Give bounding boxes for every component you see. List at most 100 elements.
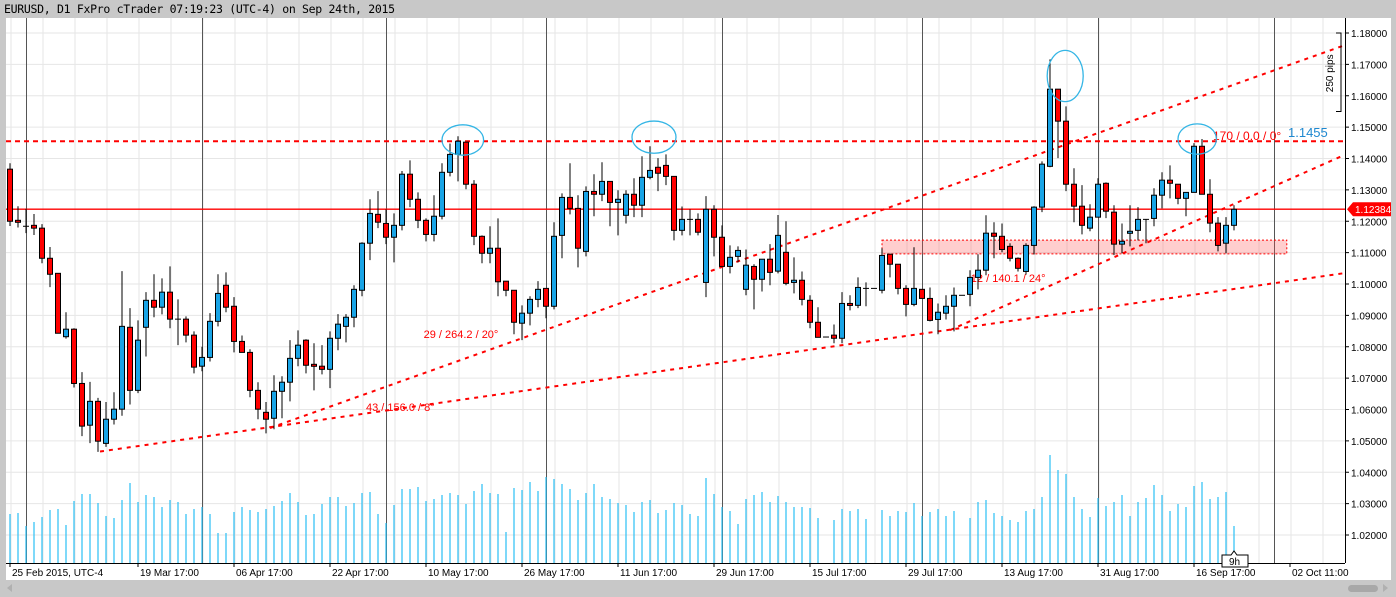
candle-bullish — [335, 323, 341, 339]
candle-bullish — [735, 249, 741, 257]
time-tick-label: 29 Jul 17:00 — [908, 568, 963, 579]
candle-bullish — [487, 247, 493, 254]
price-tick-label: 1.14000 — [1351, 155, 1388, 166]
candle-bearish — [55, 272, 61, 334]
time-tick-label: 25 Feb 2015, UTC-4 — [12, 568, 104, 579]
candle-bullish — [535, 288, 541, 300]
trendline-label: 12 / 140.1 / 24° — [971, 273, 1046, 285]
candle-bullish — [271, 390, 277, 419]
price-tick-label: 1.16000 — [1351, 92, 1388, 103]
candle-bullish — [87, 400, 93, 426]
candle-bearish — [807, 299, 813, 323]
candle-bearish — [31, 224, 37, 229]
candle-bullish — [327, 337, 333, 370]
grid — [6, 18, 1345, 563]
candle-bearish — [671, 175, 677, 231]
current-price-label: 1.12384 — [1355, 205, 1392, 216]
candles — [7, 59, 1237, 452]
candle-bullish — [1095, 183, 1101, 218]
candle-bullish — [279, 381, 285, 392]
candle-bullish — [967, 276, 973, 295]
candle-bearish — [847, 302, 853, 306]
highlight-ellipse[interactable] — [1177, 123, 1218, 155]
candle-bearish — [711, 208, 717, 238]
candle-bearish — [183, 318, 189, 336]
time-tick-label: 13 Aug 17:00 — [1004, 568, 1063, 579]
highlight-ellipses[interactable] — [441, 49, 1218, 156]
candle-bearish — [895, 263, 901, 289]
candle-bullish — [743, 264, 749, 290]
candle-bearish — [927, 297, 933, 321]
trendline[interactable] — [99, 272, 1346, 453]
highlight-ellipse[interactable] — [631, 120, 677, 154]
pips-ruler — [1336, 32, 1342, 112]
candle-bearish — [95, 400, 101, 442]
candle-bearish — [15, 219, 21, 223]
candle-bullish — [215, 292, 221, 322]
candle-bearish — [799, 279, 805, 300]
candle-bullish — [1135, 218, 1141, 231]
candle-bearish — [71, 328, 77, 384]
price-tick-label: 1.13000 — [1351, 186, 1388, 197]
candle-bullish — [207, 320, 213, 358]
candle-bearish — [663, 164, 669, 177]
candle-bearish — [1167, 179, 1173, 184]
candle-bearish — [223, 284, 229, 308]
candle-bullish — [983, 232, 989, 271]
candle-bearish — [631, 193, 637, 206]
price-tick-label: 1.12000 — [1351, 217, 1388, 228]
price-tick-label: 1.04000 — [1351, 468, 1388, 479]
scroll-left-icon[interactable] — [7, 584, 12, 592]
candle-bearish — [383, 222, 389, 238]
scrollbar-thumb[interactable] — [1348, 585, 1378, 592]
candle-bearish — [1199, 145, 1205, 195]
time-tick-label: 19 Mar 17:00 — [140, 568, 199, 579]
trendline[interactable] — [269, 44, 1344, 429]
candle-bullish — [1039, 163, 1045, 208]
price-tick-label: 1.15000 — [1351, 123, 1388, 134]
candle-bullish — [1087, 216, 1093, 229]
time-tick-label: 22 Apr 17:00 — [332, 568, 389, 579]
time-tick-label: 16 Sep 17:00 — [1196, 568, 1256, 579]
highlight-ellipse[interactable] — [1046, 49, 1084, 103]
candle-bearish — [543, 287, 549, 307]
candle-bearish — [263, 411, 269, 420]
candle-bearish — [319, 365, 325, 370]
candle-bullish — [623, 193, 629, 216]
price-tick-label: 1.18000 — [1351, 29, 1388, 40]
candle-bullish — [1047, 88, 1053, 167]
candle-bearish — [311, 363, 317, 367]
title-bar: EURUSD, D1 FxPro cTrader 07:19:23 (UTC-4… — [0, 0, 1396, 18]
candle-bearish — [1175, 183, 1181, 199]
highlight-ellipse[interactable] — [441, 124, 485, 156]
chart-background — [6, 18, 1391, 580]
candle-bearish — [719, 236, 725, 267]
candle-bullish — [951, 294, 957, 307]
horizontal-scrollbar[interactable] — [0, 580, 1396, 597]
candle-bullish — [287, 357, 293, 383]
time-tick-label: 11 Jun 17:00 — [620, 568, 678, 579]
candle-bearish — [407, 173, 413, 200]
countdown-label: 9h — [1229, 557, 1240, 568]
candle-bearish — [1055, 88, 1061, 122]
price-tick-label: 1.03000 — [1351, 500, 1388, 511]
time-tick-label: 10 May 17:00 — [428, 568, 489, 579]
candle-bullish — [439, 171, 445, 217]
candle-bearish — [191, 334, 197, 368]
time-tick-label: 29 Jun 17:00 — [716, 568, 774, 579]
candle-bullish — [775, 234, 781, 272]
trendline-label: 29 / 264.2 / 20° — [424, 329, 499, 341]
countdown-tooltip — [1221, 550, 1249, 568]
candle-bearish — [151, 299, 157, 308]
candle-bearish — [887, 253, 893, 265]
price-tick-label: 1.08000 — [1351, 343, 1388, 354]
candle-bullish — [679, 218, 685, 231]
candle-bearish — [463, 141, 469, 185]
candle-bullish — [935, 311, 941, 320]
candle-bearish — [231, 305, 237, 342]
candle-bullish — [615, 198, 621, 203]
candle-bullish — [431, 215, 437, 235]
scroll-right-icon[interactable] — [1383, 584, 1388, 592]
candle-bullish — [1119, 240, 1125, 245]
